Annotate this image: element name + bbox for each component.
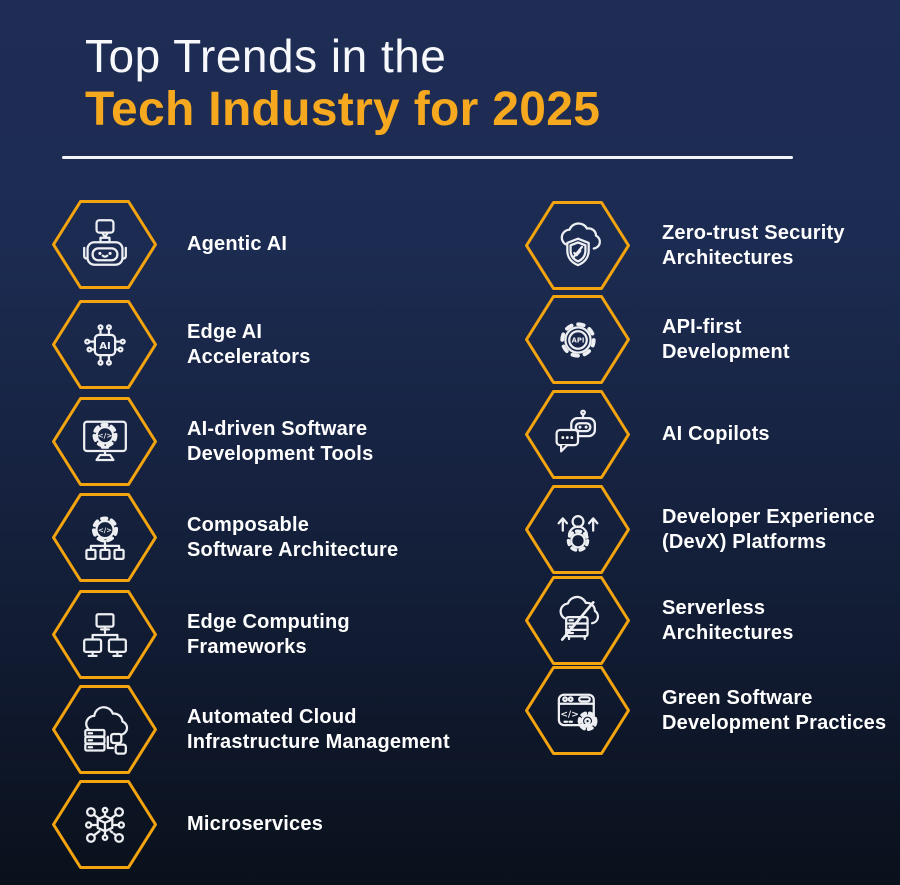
- trend-label: API-first Development: [662, 315, 790, 363]
- trend-label: Agentic AI: [187, 233, 288, 255]
- hexagon-badge: [52, 685, 157, 774]
- title-line-2: Tech Industry for 2025: [85, 83, 601, 136]
- edge-ai-chip-icon: AI: [83, 323, 126, 366]
- hexagon-border: [52, 590, 157, 679]
- ai-software-monitor-icon: </>: [82, 420, 127, 461]
- devx-platform-icon: [557, 514, 598, 552]
- trend-label: Composable Software Architecture: [187, 513, 399, 561]
- trend-item-edge-computing: Edge Computing Frameworks: [52, 590, 350, 679]
- hexagon-badge: </>: [52, 397, 157, 486]
- microservices-cube-icon: [84, 806, 125, 843]
- ai-copilot-chat-icon: [555, 409, 596, 452]
- trend-label: Green Software Development Practices: [662, 686, 887, 734]
- hexagon-badge: [52, 590, 157, 679]
- page-title: Top Trends in the Tech Industry for 2025: [85, 30, 600, 138]
- hexagon-border: [525, 666, 630, 755]
- hexagon-badge: [525, 390, 630, 479]
- trend-item-serverless: Serverless Architectures: [525, 576, 794, 665]
- hexagon-badge: [52, 780, 157, 869]
- hexagon-badge: [525, 201, 630, 290]
- hexagon-border: [525, 295, 630, 384]
- svg-text:</>: </>: [98, 526, 112, 534]
- hexagon-border: [525, 201, 630, 290]
- edge-computing-network-icon: [82, 612, 127, 657]
- composable-architecture-icon: </>: [84, 516, 125, 560]
- hexagon-border: [525, 576, 630, 665]
- automated-cloud-icon: [83, 705, 128, 755]
- hexagon-border: [525, 390, 630, 479]
- svg-text:AI: AI: [99, 340, 111, 351]
- hexagon-badge: [525, 576, 630, 665]
- trend-label: Microservices: [187, 813, 324, 835]
- hexagon-border: [52, 685, 157, 774]
- zero-trust-shield-icon: [560, 221, 601, 266]
- hexagon-badge: API: [525, 295, 630, 384]
- svg-text:</>: </>: [97, 431, 112, 440]
- hexagon-border: [52, 200, 157, 289]
- trend-label: Serverless Architectures: [662, 596, 794, 644]
- hexagon-badge: </>: [525, 666, 630, 755]
- trend-label: AI Copilots: [662, 423, 770, 445]
- trend-label: Edge Computing Frameworks: [187, 610, 350, 658]
- svg-text:API: API: [571, 336, 584, 344]
- hexagon-border: [52, 397, 157, 486]
- hexagon-badge: [52, 200, 157, 289]
- trend-item-devx: Developer Experience (DevX) Platforms: [525, 485, 875, 574]
- title-divider: [62, 156, 793, 159]
- trend-item-edge-ai: AI Edge AI Accelerators: [52, 300, 311, 389]
- hexagon-border: [52, 780, 157, 869]
- svg-text:</>: </>: [560, 710, 578, 720]
- trend-item-agentic-ai: Agentic AI: [52, 200, 287, 289]
- trend-item-microservices: Microservices: [52, 780, 323, 869]
- hexagon-border: [52, 300, 157, 389]
- trend-item-ai-dev-tools: </> AI-driven Software Development Tools: [52, 397, 373, 486]
- trend-item-automated-cloud: Automated Cloud Infrastructure Managemen…: [52, 685, 450, 774]
- trend-item-api-first: API API-first Development: [525, 295, 790, 384]
- title-line-1: Top Trends in the: [85, 30, 447, 82]
- trend-label: Zero-trust Security Architectures: [662, 221, 845, 269]
- trend-label: Developer Experience (DevX) Platforms: [662, 505, 875, 553]
- trend-label: AI-driven Software Development Tools: [187, 417, 374, 465]
- green-software-icon: </>: [557, 693, 597, 731]
- trend-item-ai-copilots: AI Copilots: [525, 390, 770, 479]
- trend-item-green-software: </> Green Software Development Practices: [525, 666, 886, 755]
- hexagon-border: [525, 485, 630, 574]
- trend-item-zero-trust: Zero-trust Security Architectures: [525, 201, 845, 290]
- trend-item-composable: </> Composable Software Architecture: [52, 493, 398, 582]
- trend-label: Automated Cloud Infrastructure Managemen…: [187, 705, 450, 753]
- hexagon-badge: AI: [52, 300, 157, 389]
- serverless-cloud-icon: [559, 595, 599, 641]
- hexagon-badge: [525, 485, 630, 574]
- agentic-ai-robot-icon: [82, 218, 127, 266]
- trend-label: Edge AI Accelerators: [187, 320, 311, 368]
- hexagon-badge: </>: [52, 493, 157, 582]
- hexagon-border: [52, 493, 157, 582]
- api-gear-icon: API: [559, 321, 596, 358]
